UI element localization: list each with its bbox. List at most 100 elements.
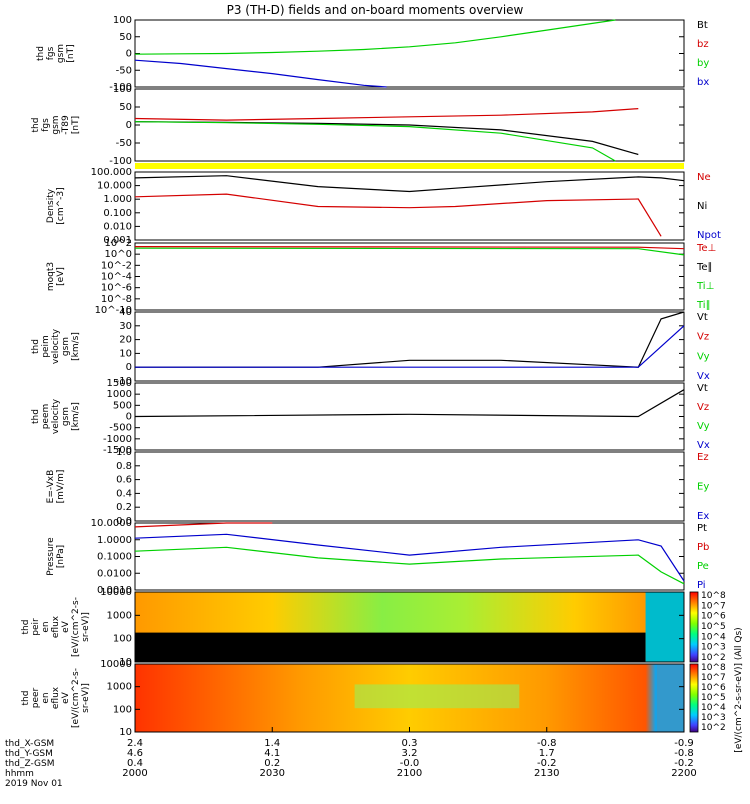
y-tick-label: -100 [109,156,132,167]
y-axis-label: [eV/(cm^2-s- [71,668,81,728]
legend-by: by [697,58,709,69]
y-axis-label: fgs [41,118,51,132]
y-tick-label: 10^2 [105,238,132,249]
y-axis-label: eV [61,620,71,633]
legend-Vt: Vt [697,312,708,323]
series-by [134,19,616,55]
y-axis-label: -T89 [61,115,71,135]
y-tick-label: 100 [113,704,132,715]
y-tick-label: -100 [109,82,132,93]
panel-2: 100 50 0 -50 -100 thd fgs gsm -T89 [nT] [31,84,685,167]
legend-Ni: Ni [697,201,707,212]
y-tick-label: 20 [119,335,132,346]
status-bar [135,163,684,169]
x-row-value: 2130 [534,768,559,779]
colorbar-tick-label: 10^6 [701,683,726,693]
series-Pb [134,522,273,528]
y-tick-label: 10000 [100,587,132,598]
x-row-label: thd_Z-GSM [5,759,54,769]
colorbar-tick-label: 10^8 [701,591,726,601]
series-Ne [134,193,662,237]
y-tick-label: 10.0000 [91,518,132,529]
x-row-value: -0.0 [400,758,420,769]
x-row-value: 4.6 [127,748,143,759]
y-tick-label: 0.001 [103,235,132,246]
panel-4: 10^210^010^-210^-410^-610^-810^-10 moqt3[… [46,238,716,316]
legend-Pi: Pi [697,580,706,591]
y-tick-label: 0.100 [103,208,132,219]
y-axis-label: thd [31,339,41,354]
x-row-value: 0.4 [127,758,143,769]
y-axis-label: gsm [61,407,71,426]
y-tick-label: 10^-2 [101,260,132,271]
colorbar-tick-label: 10^4 [701,703,726,713]
y-tick-label: 10.000 [97,181,132,192]
y-axis-label: Pressure [46,537,56,576]
y-axis-label: thd [21,620,31,635]
y-axis-label: en [41,621,51,632]
colorbar-tick-label: 10^7 [701,673,726,683]
series-Vt [135,311,685,368]
legend-Ti⊥: Ti⊥ [696,281,714,292]
panel-1: 100 50 0 -50 -100 thd fgs gsm [nT] Bt bz by bx [36,15,709,93]
panel-frame [134,242,685,311]
legend-Vx: Vx [697,440,710,451]
series-Pe [134,546,685,585]
y-axis-label: thd [36,46,46,61]
legend-Pt: Pt [697,523,707,534]
colorbar-label: [eV/(cm^2-s-sr-eV)] (All Qs) [734,627,744,752]
y-axis-label: thd [31,409,41,424]
y-tick-label: -1000 [103,434,132,445]
y-tick-label: 1000 [107,610,132,621]
y-axis-label: peer [31,687,41,708]
colorbar-tick-label: 10^7 [701,601,726,611]
x-row-value: 2.4 [127,738,143,749]
x-row-value: -0.2 [537,758,557,769]
series-bx [134,59,387,88]
y-tick-label: 1.0 [116,447,132,458]
y-axis-label: thd [31,118,41,133]
y-tick-label: 40 [119,307,132,318]
colorbar-tick-label: 10^3 [701,643,726,653]
electron-spectrogram-tail [656,664,684,732]
x-row-value: -0.2 [674,758,694,769]
y-tick-label: 0 [126,49,132,60]
y-tick-label: 0.8 [116,461,132,472]
y-axis-label: [nT] [66,44,76,62]
y-axis-label: velocity [51,328,61,364]
y-tick-label: 1000 [107,389,132,400]
x-row-value: -0.8 [537,738,557,749]
x-row-value: 2030 [260,768,285,779]
panel-5: 40 30 20 10 0 -10 thd peim velocity gsm [km/s] Vt Vz… [31,307,710,387]
x-row-value: 1.4 [264,738,280,749]
y-tick-label: 0 [126,362,132,373]
y-tick-label: 1000 [107,682,132,693]
panel-frame [134,311,685,382]
y-tick-label: 10^0 [105,249,132,260]
y-axis-label: [km/s] [71,402,81,431]
colorbar [689,591,699,663]
y-axis-label: [mV/m] [56,470,66,504]
x-row-value: 4.1 [264,748,280,759]
x-row-value: 0.3 [402,738,418,749]
y-tick-label: 10000 [100,659,132,670]
panel-10: 10^810^710^610^510^410^310^2 10000 1000 100… [21,659,726,738]
legend-Ey: Ey [697,482,709,493]
y-axis-label: sr-eV)] [81,612,91,642]
y-axis-label: peem [41,404,51,430]
legend-Vy: Vy [697,421,710,432]
legend-Bt: Bt [697,20,708,31]
x-row-value: 1.7 [539,748,555,759]
legend-Ex: Ex [697,511,709,522]
panel-frame [134,451,685,522]
y-axis-label: gsm [61,337,71,356]
colorbar [689,663,699,733]
legend-Te⊥: Te⊥ [696,243,716,254]
y-axis-label: fgs [46,46,56,60]
y-tick-label: 10 [119,727,132,738]
y-tick-label: 1500 [107,378,132,389]
y-tick-label: -50 [116,138,132,149]
y-axis-label: E=-VxB [46,470,56,504]
